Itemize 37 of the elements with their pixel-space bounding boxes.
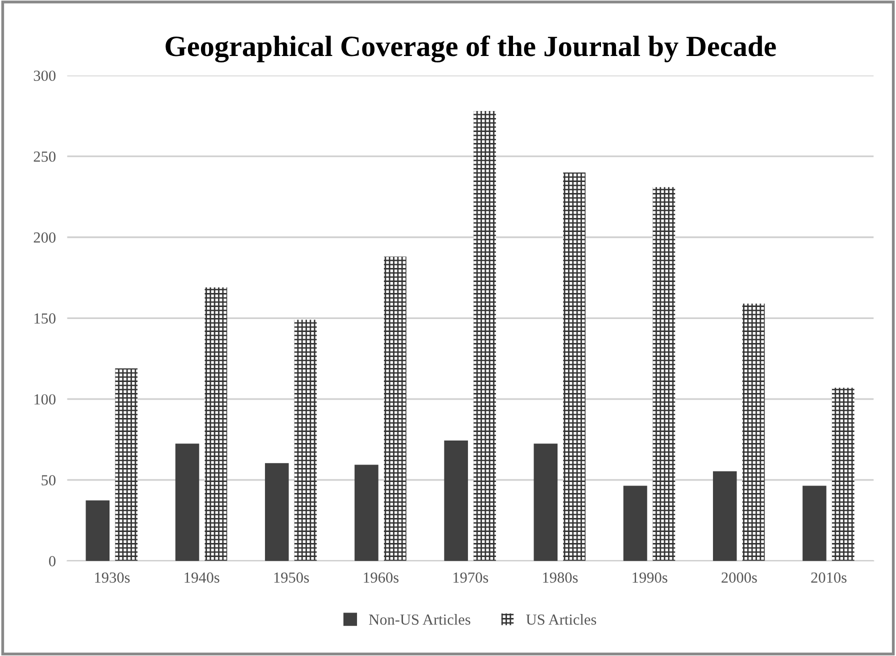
y-tick-label: 250 [34,151,56,162]
x-tick-label: 2010s [811,572,846,583]
bar [563,172,586,561]
y-tick-label: 100 [34,394,56,405]
bar [294,320,317,561]
bar [264,463,289,561]
bar [474,111,496,561]
bar [384,256,406,561]
x-tick-label: 1940s [184,572,220,583]
x-tick-label: 1930s [95,572,130,583]
bar [742,304,765,561]
y-tick-label: 150 [34,313,56,324]
y-tick-label: 200 [34,232,56,243]
y-tick-label: 300 [34,70,56,81]
y-tick-label: 0 [49,556,56,566]
x-tick-label: 1990s [632,572,668,583]
x-tick-label: 1980s [543,572,578,583]
bar [115,368,138,561]
x-tick-label: 1970s [453,572,488,583]
bar [534,444,558,561]
x-tick-label: 1950s [274,572,309,583]
x-tick-label: 2000s [722,572,757,583]
bar [712,471,737,561]
bar [354,464,378,561]
bar [444,440,468,561]
x-tick-label: 1960s [364,572,398,583]
bar [204,287,228,561]
bar [652,187,676,561]
bar [175,444,200,561]
bar [623,486,648,561]
bar [832,388,854,561]
legend-label: Non-US Articles [368,614,470,625]
bar [802,486,826,561]
bar [86,500,110,561]
y-tick-label: 50 [42,475,56,486]
chart-title: Geographical Coverage of the Journal by Decade [166,35,776,62]
legend-label: US Articles [526,614,596,625]
